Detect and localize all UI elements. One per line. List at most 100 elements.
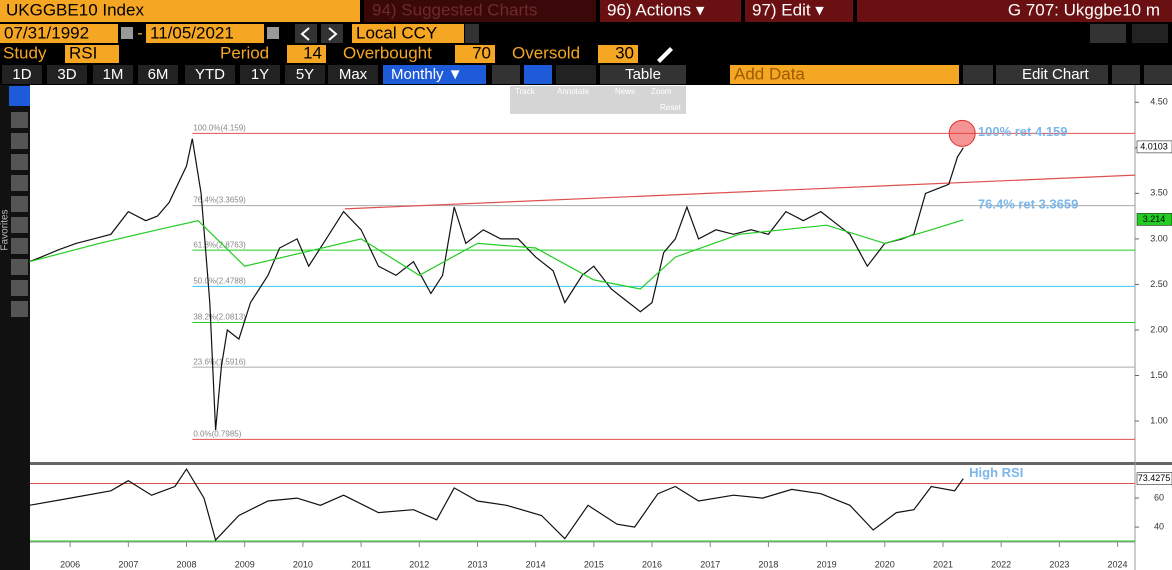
y-tick-label: 40 xyxy=(1154,521,1164,531)
menu-item[interactable]: 94) Suggested Charts xyxy=(372,0,537,19)
next-arrow xyxy=(328,27,338,41)
id-box xyxy=(857,0,1172,22)
x-tick-label: 2021 xyxy=(933,559,953,569)
reset-label[interactable]: Reset xyxy=(660,103,682,112)
menu-box[interactable] xyxy=(600,0,741,22)
y-tick-label: 60 xyxy=(1154,492,1164,502)
range-label[interactable]: 1D xyxy=(12,66,31,83)
annotation: 100% ret 4.159 xyxy=(978,124,1068,139)
add-data[interactable]: Add Data xyxy=(734,64,805,83)
range-label[interactable]: 5Y xyxy=(296,66,314,83)
range-label[interactable]: 6M xyxy=(148,66,169,83)
highlight xyxy=(948,119,976,147)
bar-icon[interactable] xyxy=(524,65,552,84)
last-value: 73.4275 xyxy=(1138,473,1171,483)
menu-box[interactable] xyxy=(745,0,853,22)
x-tick-label: 2007 xyxy=(118,559,138,569)
oversold[interactable]: 30 xyxy=(615,43,634,62)
axis-area xyxy=(1135,85,1172,570)
table[interactable]: Table xyxy=(625,66,661,83)
study-name[interactable]: RSI xyxy=(69,43,97,62)
x-tick-label: 2017 xyxy=(700,559,720,569)
side-tool[interactable] xyxy=(11,154,28,170)
currency[interactable]: Local CCY xyxy=(356,23,437,42)
range-label[interactable]: 1M xyxy=(103,66,124,83)
overbought[interactable]: 70 xyxy=(472,43,491,62)
tool-label[interactable]: Annotate xyxy=(557,87,590,96)
date-input[interactable] xyxy=(0,24,118,43)
range-button[interactable] xyxy=(328,65,378,84)
dropdown[interactable] xyxy=(556,65,596,84)
range-button[interactable] xyxy=(138,65,178,84)
range-button[interactable] xyxy=(2,65,42,84)
x-tick-label: 2011 xyxy=(351,559,370,569)
range-label[interactable]: 3D xyxy=(57,66,76,83)
side-tool[interactable] xyxy=(11,175,28,191)
period[interactable]: 14 xyxy=(303,43,322,62)
next-button[interactable] xyxy=(321,24,343,43)
frequency[interactable]: Monthly ▼ xyxy=(391,66,463,83)
icon-button[interactable] xyxy=(1144,65,1172,84)
x-tick-label: 2020 xyxy=(875,559,895,569)
last-value-tag xyxy=(1136,213,1172,226)
redo-button[interactable] xyxy=(1132,24,1168,43)
calendar-icon[interactable] xyxy=(121,27,133,39)
period-box[interactable] xyxy=(287,45,326,63)
study-box[interactable] xyxy=(65,45,119,63)
y-tick-label: 1.00 xyxy=(1150,415,1168,425)
calendar-icon[interactable] xyxy=(267,27,279,39)
dropdown[interactable] xyxy=(465,24,479,43)
undo-button[interactable] xyxy=(1090,24,1126,43)
edit-chart[interactable]: Edit Chart xyxy=(1022,66,1090,83)
frequency-button[interactable] xyxy=(383,65,486,84)
range-button[interactable] xyxy=(47,65,87,84)
add-data-box[interactable] xyxy=(730,65,959,84)
range-label[interactable]: Max xyxy=(339,66,368,83)
last-value: 4.0103 xyxy=(1140,141,1168,151)
range-button[interactable] xyxy=(240,65,280,84)
start-date[interactable]: 07/31/1992 xyxy=(4,23,89,42)
range-button[interactable] xyxy=(285,65,325,84)
side-tool[interactable] xyxy=(11,280,28,296)
x-tick-label: 2009 xyxy=(235,559,255,569)
overbought-box[interactable] xyxy=(455,45,495,63)
oversold-box[interactable] xyxy=(598,45,638,63)
x-tick-label: 2018 xyxy=(758,559,778,569)
edit-chart-button[interactable] xyxy=(996,65,1108,84)
end-date[interactable]: 11/05/2021 xyxy=(150,23,234,42)
x-tick-label: 2023 xyxy=(1049,559,1069,569)
tool-group xyxy=(11,112,28,317)
side-tool[interactable] xyxy=(11,196,28,212)
date-input[interactable] xyxy=(146,24,264,43)
side-tool[interactable] xyxy=(11,301,28,317)
currency-box[interactable] xyxy=(352,24,464,43)
x-tick-label: 2022 xyxy=(991,559,1011,569)
side-tool[interactable] xyxy=(11,259,28,275)
side-tool[interactable] xyxy=(11,133,28,149)
pen-icon[interactable] xyxy=(657,47,673,63)
collapse-button[interactable] xyxy=(963,65,993,84)
menu-box[interactable] xyxy=(364,0,596,22)
range-label[interactable]: 1Y xyxy=(251,66,269,83)
fib-label: 50.0%(2.4788) xyxy=(193,276,246,285)
table-button[interactable] xyxy=(600,65,686,84)
ticker-box xyxy=(0,0,360,22)
favorites: Favorites xyxy=(0,209,11,250)
menu-item[interactable]: 97) Edit ▾ xyxy=(752,0,824,19)
tool-label[interactable]: Track xyxy=(515,87,536,96)
side-tool[interactable] xyxy=(11,238,28,254)
prev-button[interactable] xyxy=(295,24,317,43)
icon-button[interactable] xyxy=(1112,65,1140,84)
tool-label[interactable]: News xyxy=(615,87,635,96)
side-tool[interactable] xyxy=(11,112,28,128)
line-icon[interactable] xyxy=(492,65,520,84)
tool-label[interactable]: Zoom xyxy=(651,87,672,96)
range-button[interactable] xyxy=(185,65,235,84)
range-label[interactable]: YTD xyxy=(195,66,225,83)
side-tool[interactable] xyxy=(11,217,28,233)
menu-item[interactable]: 96) Actions ▾ xyxy=(607,0,705,19)
range-button[interactable] xyxy=(93,65,133,84)
y-tick-label: 3.50 xyxy=(1150,188,1168,198)
series-line xyxy=(29,467,964,542)
pointer-tool[interactable] xyxy=(9,86,30,106)
